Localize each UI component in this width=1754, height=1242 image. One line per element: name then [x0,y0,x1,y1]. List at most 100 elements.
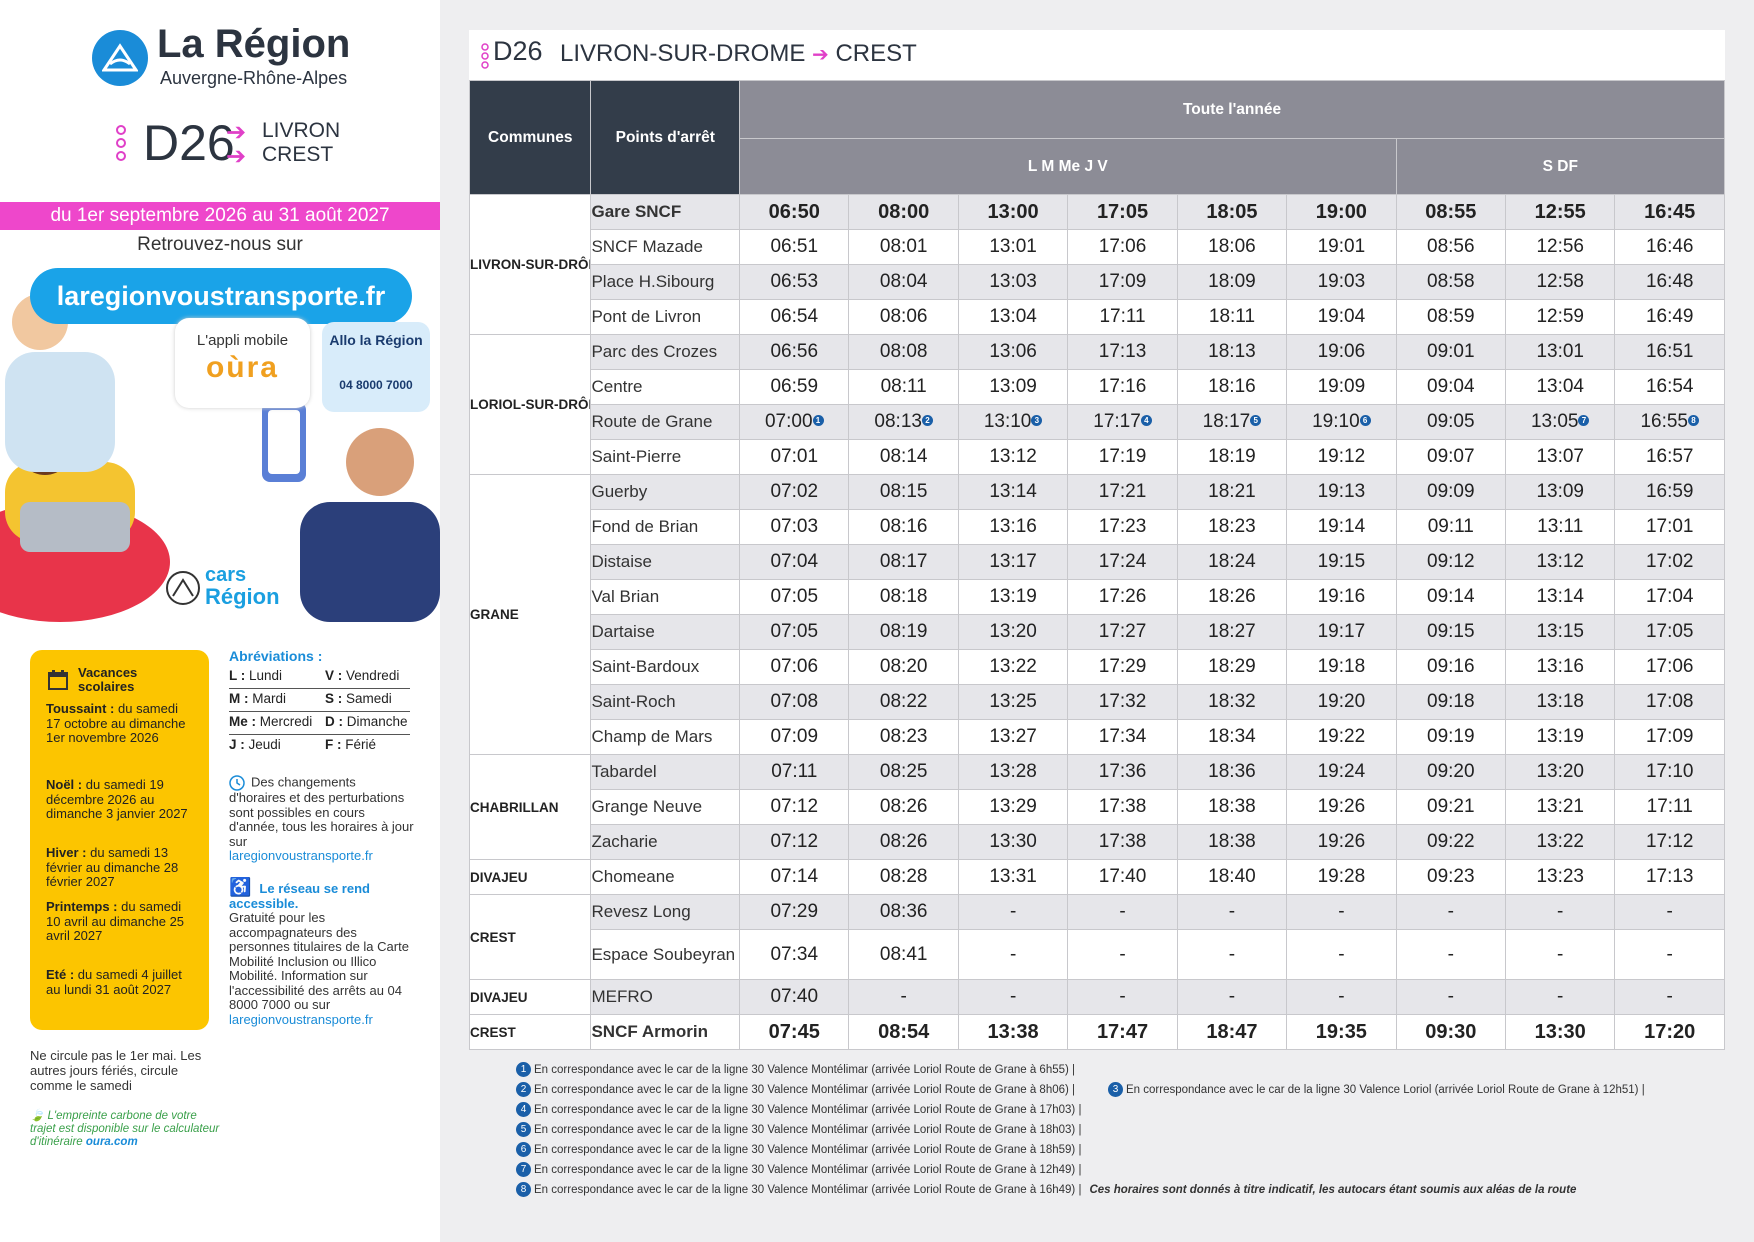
time-cell: 17:06 [1067,229,1178,265]
line-code: D26 [143,115,235,171]
time-cell: 19:09 [1286,369,1397,405]
time-cell: 18:24 [1176,544,1288,580]
time-cell: - [1614,929,1725,980]
time-cell: 19:12 [1286,439,1397,475]
time-cell: 17:04 [1614,579,1725,615]
col-communes: Communes [468,80,592,195]
app-name: oùra [205,351,279,384]
allo-title: Allo la Région [329,332,423,348]
time-cell: 09:04 [1395,369,1507,405]
time-cell: 18:40 [1176,859,1288,895]
time-cell: 17:32 [1067,684,1178,720]
time-cell: 17:24 [1067,544,1178,580]
time-cell: 17:11 [1067,299,1178,335]
table-row: Dartaise 07:05 08:19 13:20 17:27 18:27 19:17 09… [470,614,1725,650]
abbr-row: Me : Mercredi D : Dimanche [229,712,410,735]
time-cell: 08:01 [848,229,959,265]
time-cell: 13:16 [957,509,1069,545]
time-cell: 13:04 [957,299,1069,335]
time-cell: 13:20 [1504,754,1616,790]
time-cell: 17:27 [1067,614,1178,650]
time-cell: 18:36 [1176,754,1288,790]
changes-link[interactable]: laregionvoustransporte.fr [229,848,373,863]
time-cell: 13:28 [957,754,1069,790]
time-cell: 18:16 [1176,369,1288,405]
time-cell: 06:50 [739,194,850,230]
region-label: Région [205,584,280,609]
time-cell: 09:20 [1395,754,1507,790]
commune-cell: GRANE [468,474,592,755]
time-cell: 12:59 [1504,299,1616,335]
commune-cell: LORIOL-SUR-DRÔME [468,334,592,475]
time-cell: 09:22 [1395,824,1507,860]
access-link[interactable]: laregionvoustransporte.fr [229,1011,373,1027]
footnote-badge: 1 [812,415,824,426]
time-cell: 13:07 [1504,439,1616,475]
footnote-badge: 5 [1250,415,1262,426]
stop-name: Grange Neuve [590,789,741,825]
time-cell: 08:59 [1395,299,1507,335]
time-cell: 12:56 [1504,229,1616,265]
time-cell: 19:04 [1286,299,1397,335]
time-cell: 19:26 [1286,789,1397,825]
stop-name: Saint-Bardoux [590,649,741,685]
footnote: 8 En correspondance avec le car de la lig… [516,1181,1576,1199]
time-cell: 06:56 [739,334,850,370]
time-cell: 13:19 [957,579,1069,615]
website-link[interactable]: laregionvoustransporte.fr [30,268,412,324]
time-cell: 07:01 [739,439,850,475]
time-cell: - [1395,979,1507,1015]
time-cell: - [1286,929,1397,980]
time-cell: 07:29 [739,894,850,930]
table-row: Saint-Pierre 07:01 08:14 13:12 17:19 18:19 19:… [470,439,1725,475]
time-cell: 13:10 3 [957,404,1069,440]
time-cell: 13:12 [957,439,1069,475]
footnote: 2 En correspondance avec le car de la lig… [516,1081,1075,1099]
table-row: Val Brian 07:05 08:18 13:19 17:26 18:26 19:16 0… [470,579,1725,615]
stop-name: Centre [590,369,741,405]
time-cell: - [1067,894,1178,930]
time-cell: 07:02 [739,474,850,510]
time-cell: 17:19 [1067,439,1178,475]
table-row: Saint-Bardoux 07:06 08:20 13:22 17:29 18:29 19… [470,649,1725,685]
time-cell: 13:17 [957,544,1069,580]
time-cell: 07:04 [739,544,850,580]
time-cell: 17:21 [1067,474,1178,510]
time-cell: 07:03 [739,509,850,545]
time-cell: 08:55 [1395,194,1507,230]
time-cell: - [957,979,1069,1015]
app-promo[interactable]: L'appli mobile oùra [175,318,310,408]
time-cell: 19:14 [1286,509,1397,545]
time-cell: 19:24 [1286,754,1397,790]
time-cell: 16:48 [1614,264,1725,300]
stop-name: SNCF Mazade [590,229,741,265]
time-cell: 07:11 [739,754,850,790]
may-first-note: Ne circule pas le 1er mai. Les autres jo… [30,1048,202,1093]
time-cell: 08:22 [848,684,959,720]
time-cell: 09:21 [1395,789,1507,825]
time-cell: 17:47 [1067,1014,1178,1050]
footnote-badge: 2 [921,415,933,426]
footnote: 4 En correspondance avec le car de la lig… [516,1101,1081,1119]
header-line-code: D26 [493,36,543,66]
time-cell: 17:38 [1067,789,1178,825]
time-cell: 07:34 [739,929,850,980]
time-cell: 13:01 [957,229,1069,265]
time-cell: 18:09 [1176,264,1288,300]
time-cell: 18:32 [1176,684,1288,720]
time-cell: 13:25 [957,684,1069,720]
time-cell: 18:29 [1176,649,1288,685]
arrow-right-icon: ➔ [226,119,247,146]
footnote: 7 En correspondance avec le car de la lig… [516,1161,1081,1179]
table-row: Saint-Roch 07:08 08:22 13:25 17:32 18:32 19:20… [470,684,1725,720]
table-row: DIVAJEU MEFRO 07:40- - - - - - - - [468,979,1725,1015]
time-cell: 07:12 [739,789,850,825]
time-cell: 13:22 [957,649,1069,685]
footnote: 1 En correspondance avec le car de la lig… [516,1061,1075,1079]
timetable-header: D26 LIVRON-SUR-DROME ➔ CREST [469,30,1725,80]
wheelchair-icon: ♿ [229,877,252,897]
time-cell: 16:46 [1614,229,1725,265]
time-cell: 18:13 [1176,334,1288,370]
accessibility-note: ♿ Le réseau se rend accessible. Gratuité … [229,877,414,1027]
time-cell: 08:28 [848,859,959,895]
